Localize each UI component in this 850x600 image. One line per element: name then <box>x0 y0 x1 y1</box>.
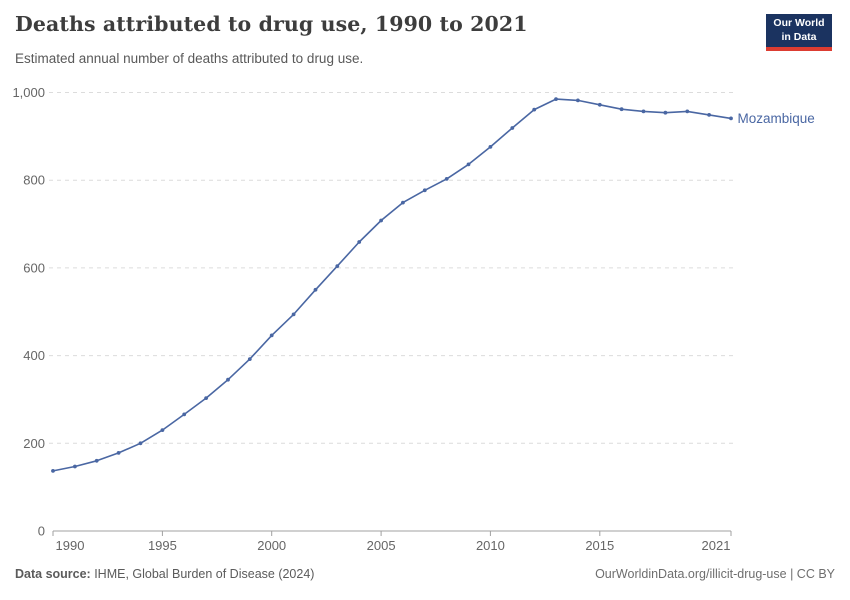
data-point[interactable] <box>597 102 602 107</box>
data-point[interactable] <box>313 287 318 292</box>
data-point[interactable] <box>401 200 405 205</box>
y-tick-label: 800 <box>23 173 45 188</box>
data-point[interactable] <box>444 177 449 181</box>
owid-logo-line1: Our World <box>773 16 825 29</box>
data-point[interactable] <box>576 98 580 103</box>
data-point[interactable] <box>619 107 624 112</box>
data-point[interactable] <box>204 396 209 400</box>
license-note: OurWorldinData.org/illicit-drug-use | CC… <box>595 567 835 581</box>
data-point[interactable] <box>269 333 274 338</box>
data-source-label: Data source: <box>15 567 91 581</box>
data-point[interactable] <box>357 240 362 244</box>
x-tick-label: 2021 <box>702 538 731 553</box>
data-point[interactable] <box>116 451 121 455</box>
data-source-text: IHME, Global Burden of Disease (2024) <box>90 567 315 581</box>
data-point[interactable] <box>422 188 427 193</box>
y-tick-label: 600 <box>23 260 45 275</box>
y-tick-label: 1,000 <box>12 85 45 100</box>
data-point[interactable] <box>379 218 383 223</box>
data-point[interactable] <box>641 109 646 114</box>
data-point[interactable] <box>247 357 252 361</box>
data-point[interactable] <box>94 458 99 463</box>
data-line <box>52 98 732 472</box>
owid-logo-line2: in Data <box>781 30 817 43</box>
data-point[interactable] <box>51 469 55 473</box>
x-tick-label: 2005 <box>367 538 396 553</box>
y-tick-label: 0 <box>38 524 45 539</box>
x-tick-label: 2010 <box>476 538 505 553</box>
data-point[interactable] <box>532 107 537 112</box>
data-point[interactable] <box>73 464 77 469</box>
data-point[interactable] <box>707 113 711 117</box>
data-point[interactable] <box>554 97 558 101</box>
x-tick-label: 2015 <box>585 538 614 553</box>
footer-link[interactable]: OurWorldinData.org/illicit-drug-use <box>595 567 787 581</box>
x-tick-label: 1995 <box>148 538 177 553</box>
data-point[interactable] <box>466 162 471 167</box>
page-title: Deaths attributed to drug use, 1990 to 2… <box>15 12 528 36</box>
data-point[interactable] <box>182 412 187 417</box>
data-point[interactable] <box>226 377 230 382</box>
data-point[interactable] <box>488 145 493 149</box>
chart-footer: Data source: IHME, Global Burden of Dise… <box>0 567 850 581</box>
series-label[interactable]: Mozambique <box>738 111 815 126</box>
data-point[interactable] <box>510 126 515 130</box>
data-point[interactable] <box>291 312 296 317</box>
data-point[interactable] <box>729 116 733 121</box>
line-chart[interactable]: 0 200 400 600 800 1,000 1990 1995 2000 2005 2010 20… <box>0 80 850 560</box>
y-tick-label: 200 <box>23 436 45 451</box>
data-point[interactable] <box>335 264 340 268</box>
data-source-note: Data source: IHME, Global Burden of Dise… <box>15 567 314 581</box>
x-tick-label: 1990 <box>56 538 85 553</box>
data-point[interactable] <box>138 441 143 446</box>
x-tick-label: 2000 <box>257 538 286 553</box>
y-tick-label: 400 <box>23 348 45 363</box>
owid-logo[interactable]: Our World in Data <box>766 14 832 51</box>
chart-canvas[interactable]: 0 200 400 600 800 1,000 1990 1995 2000 2005 2010 20… <box>0 80 850 560</box>
data-point[interactable] <box>663 110 668 115</box>
license-text: | CC BY <box>786 567 835 581</box>
chart-subtitle: Estimated annual number of deaths attrib… <box>15 51 364 66</box>
data-point[interactable] <box>160 428 165 432</box>
data-point[interactable] <box>685 109 690 114</box>
